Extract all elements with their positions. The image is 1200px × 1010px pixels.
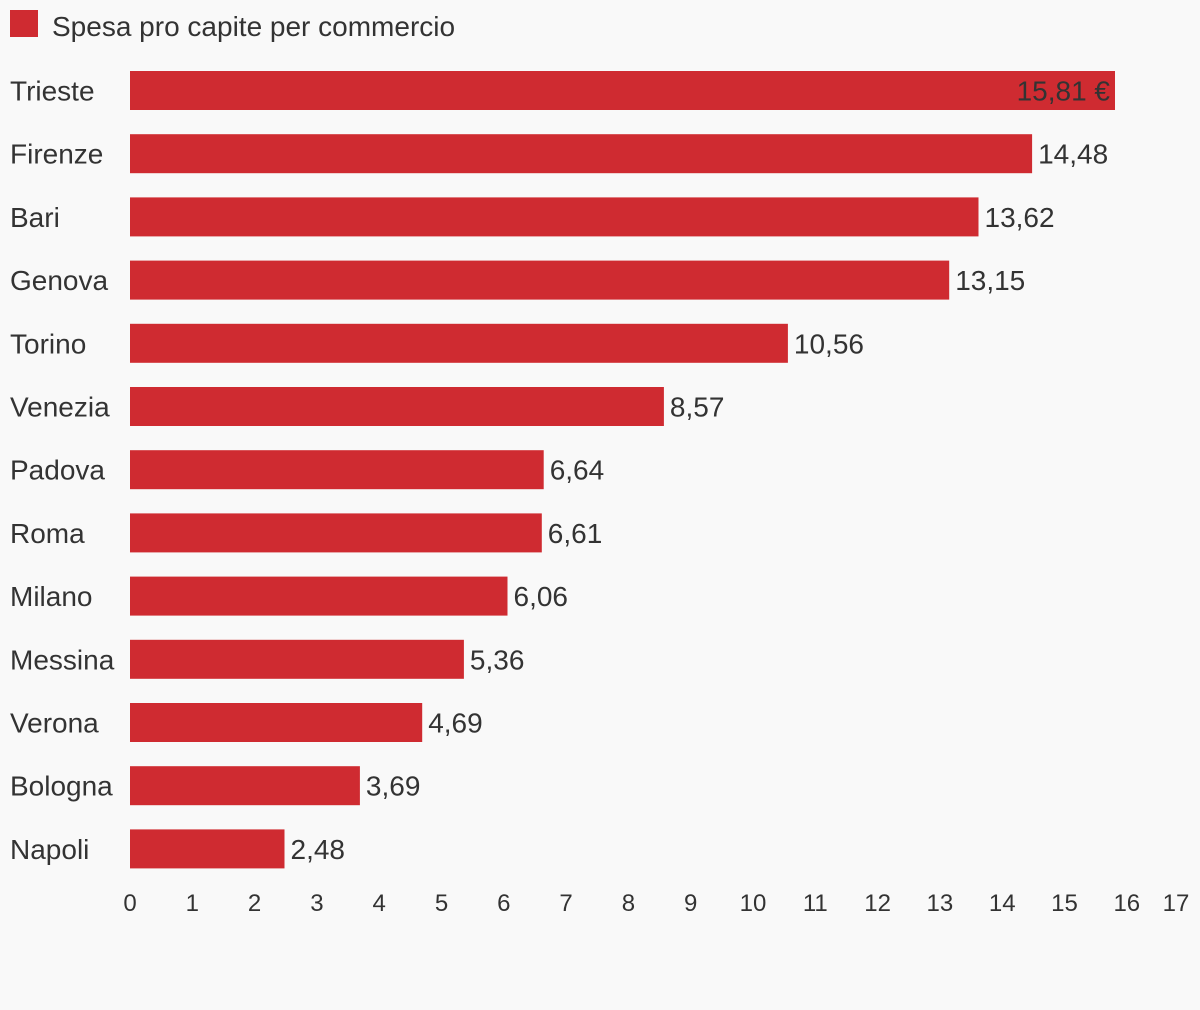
- value-label: 8,57: [670, 392, 725, 423]
- x-tick-label: 8: [622, 890, 635, 917]
- bar-trieste: [130, 71, 1115, 110]
- value-label: 10,56: [794, 328, 864, 359]
- bar-genova: [130, 260, 950, 300]
- bar-verona: [130, 703, 423, 742]
- x-tick-label: 7: [559, 890, 572, 917]
- category-label: Genova: [10, 265, 108, 296]
- value-label: 15,81 €: [1017, 76, 1111, 107]
- x-tick-label: 4: [373, 890, 386, 917]
- category-label: Messina: [10, 644, 115, 675]
- category-label: Roma: [10, 518, 85, 549]
- category-label: Napoli: [10, 834, 89, 865]
- category-label: Verona: [10, 708, 99, 739]
- value-label: 5,36: [470, 644, 525, 675]
- x-tick-label: 0: [123, 890, 136, 917]
- x-tick-label: 16: [1113, 890, 1140, 917]
- x-tick-label: 17: [1163, 890, 1190, 917]
- value-label: 2,48: [291, 834, 346, 865]
- bar-bologna: [130, 766, 360, 806]
- x-tick-label: 13: [927, 890, 954, 917]
- bar-torino: [130, 323, 788, 363]
- bar-bari: [130, 197, 979, 237]
- category-labels-group: Trieste Firenze Bari Genova Torino Venezia Pad…: [10, 76, 115, 865]
- category-label: Bologna: [10, 771, 113, 802]
- value-label: 6,06: [514, 581, 569, 612]
- x-tick-label: 15: [1051, 890, 1078, 917]
- x-tick-label: 11: [803, 890, 828, 917]
- category-label: Venezia: [10, 392, 110, 423]
- value-label: 13,62: [985, 202, 1055, 233]
- x-tick-label: 14: [989, 890, 1016, 917]
- bar-messina: [130, 639, 464, 679]
- bars-group: [130, 71, 1115, 869]
- legend-swatch: [10, 10, 38, 37]
- x-tick-label: 12: [864, 890, 891, 917]
- legend-label: Spesa pro capite per commercio: [52, 11, 455, 42]
- bar-napoli: [130, 829, 285, 869]
- category-label: Milano: [10, 581, 92, 612]
- x-tick-label: 9: [684, 890, 697, 917]
- x-tick-label: 10: [740, 890, 767, 917]
- category-label: Trieste: [10, 76, 95, 107]
- value-labels-group: 15,81 € 14,48 13,62 13,15 10,56 8,57 6,64 6,61 6…: [291, 76, 1111, 865]
- category-label: Padova: [10, 455, 105, 486]
- category-label: Torino: [10, 328, 86, 359]
- bar-milano: [130, 576, 508, 616]
- bar-firenze: [130, 134, 1033, 174]
- legend: Spesa pro capite per commercio: [10, 10, 455, 42]
- value-label: 6,61: [548, 518, 603, 549]
- value-label: 3,69: [366, 771, 421, 802]
- x-tick-label: 5: [435, 890, 448, 917]
- value-label: 14,48: [1038, 139, 1108, 170]
- bar-padova: [130, 450, 544, 490]
- value-label: 4,69: [428, 708, 483, 739]
- x-tick-label: 6: [497, 890, 510, 917]
- x-tick-label: 3: [310, 890, 323, 917]
- category-label: Bari: [10, 202, 60, 233]
- value-label: 13,15: [955, 265, 1025, 296]
- x-axis: 0 1 2 3 4 5 6 7 8 9 10 11 12 13 14 15 16 17: [123, 890, 1189, 917]
- bar-venezia: [130, 387, 664, 426]
- category-label: Firenze: [10, 139, 103, 170]
- x-tick-label: 1: [186, 890, 199, 917]
- value-label: 6,64: [550, 455, 605, 486]
- x-tick-label: 2: [248, 890, 261, 917]
- bar-roma: [130, 513, 542, 553]
